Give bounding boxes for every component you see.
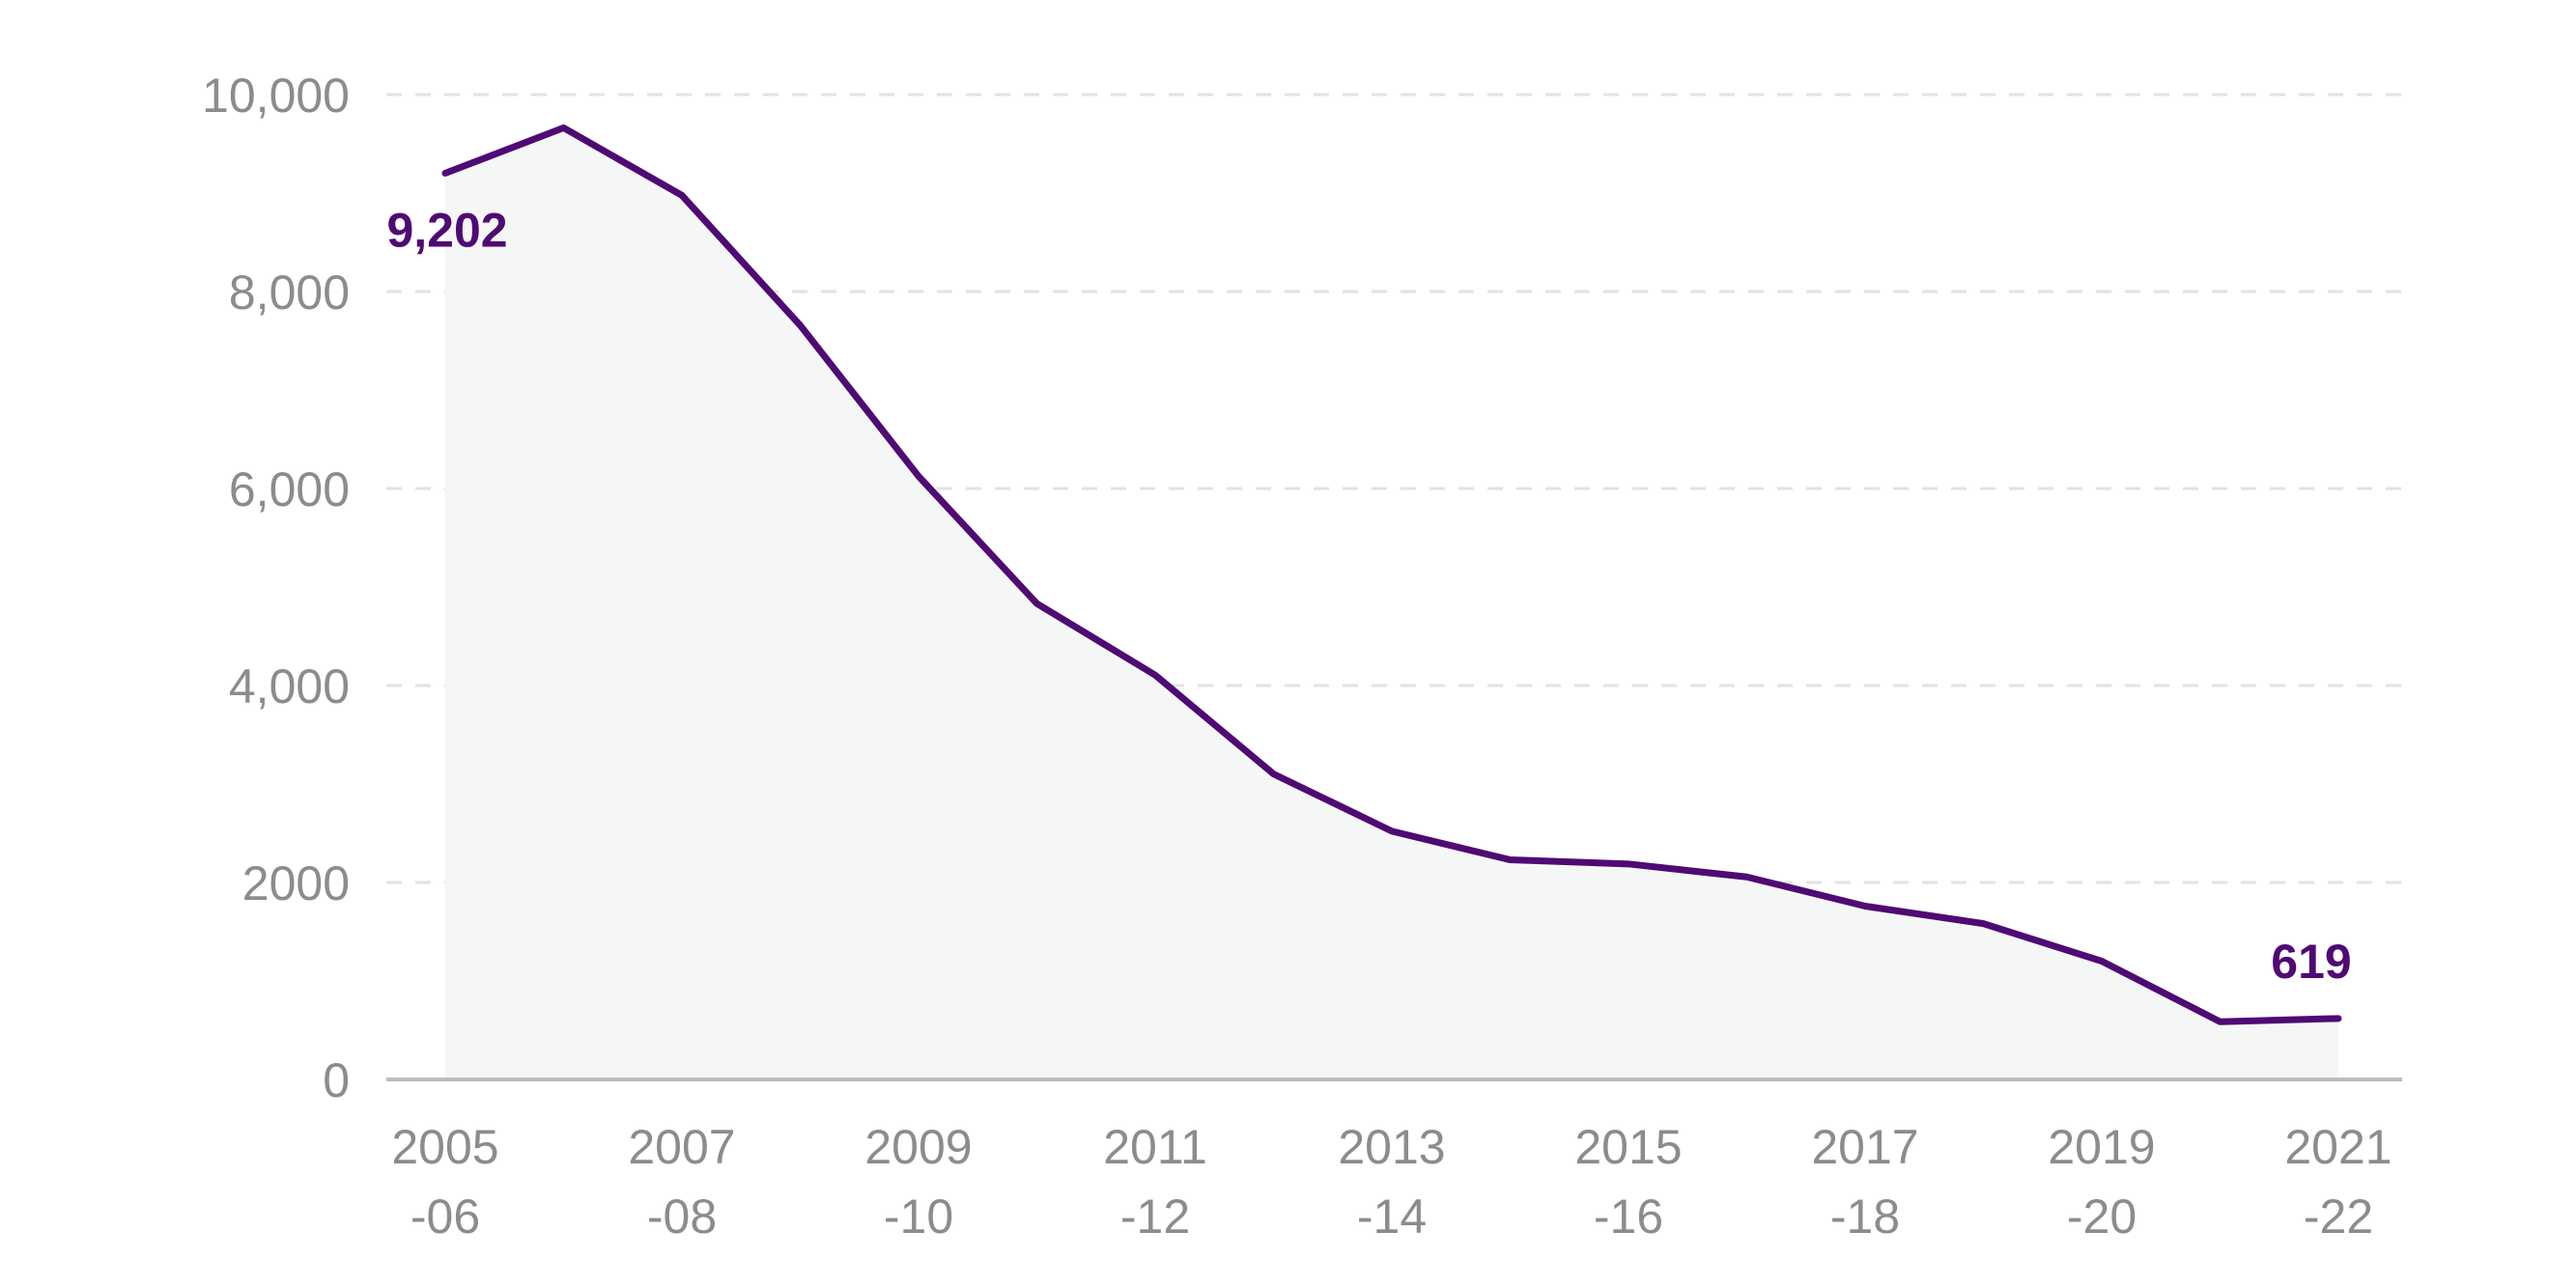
- x-tick-label-year: 2009: [864, 1120, 972, 1174]
- y-tick-label: 10,000: [202, 69, 350, 123]
- x-tick-label-year: 2017: [1811, 1120, 1918, 1174]
- x-tick-label-suffix: -18: [1830, 1190, 1900, 1244]
- y-tick-label: 0: [323, 1053, 350, 1107]
- x-tick-label-suffix: -12: [1120, 1190, 1190, 1244]
- data-label: 619: [2271, 935, 2351, 989]
- y-tick-label: 8,000: [229, 266, 350, 320]
- x-tick-label-suffix: -14: [1357, 1190, 1427, 1244]
- x-tick-label-year: 2007: [628, 1120, 735, 1174]
- x-tick-label-year: 2011: [1103, 1120, 1207, 1174]
- x-tick-label-suffix: -08: [647, 1190, 717, 1244]
- x-tick-label-suffix: -06: [410, 1190, 480, 1244]
- x-tick-label-year: 2013: [1338, 1120, 1445, 1174]
- x-tick-label-year: 2015: [1574, 1120, 1682, 1174]
- data-label: 9,202: [386, 203, 507, 257]
- x-axis-ticks: 2005 -06 2007 -08 2009 -10 2011 -12 2013 -14 2015 -…: [391, 1120, 2392, 1244]
- x-tick-label-year: 2021: [2284, 1120, 2392, 1174]
- area-fill: [445, 127, 2338, 1079]
- x-tick-label-year: 2005: [391, 1120, 498, 1174]
- x-tick-label-suffix: -20: [2067, 1190, 2137, 1244]
- y-tick-label: 6,000: [229, 462, 350, 517]
- x-tick-label-year: 2019: [2048, 1120, 2155, 1174]
- series-line: [441, 124, 2342, 1025]
- x-tick-label-suffix: -16: [1594, 1190, 1663, 1244]
- x-tick-label-suffix: -22: [2304, 1190, 2373, 1244]
- data-labels: 9,202 619: [386, 203, 2351, 988]
- y-tick-label: 4,000: [229, 659, 350, 714]
- y-tick-label: 2000: [242, 856, 350, 910]
- x-tick-label-suffix: -10: [884, 1190, 953, 1244]
- y-axis-ticks: 0 2000 4,000 6,000 8,000 10,000: [202, 69, 350, 1107]
